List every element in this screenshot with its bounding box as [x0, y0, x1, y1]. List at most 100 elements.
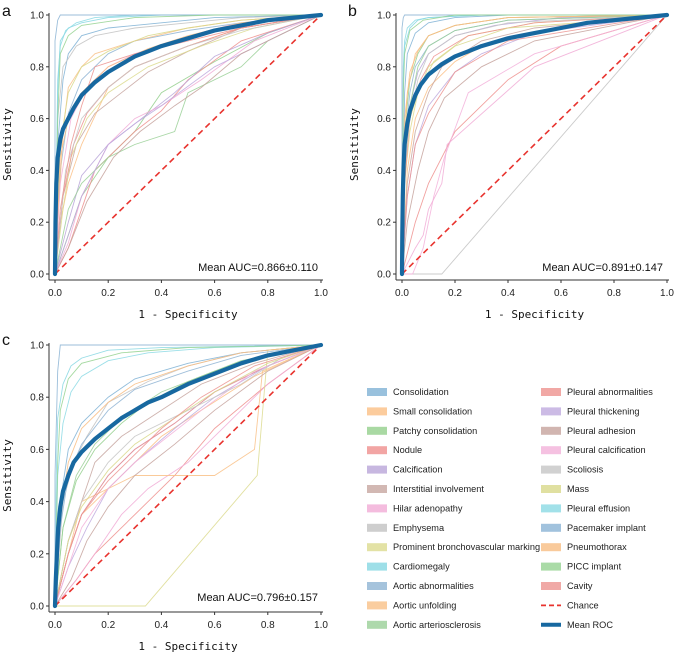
chart-b-xtick-label: 0.4 — [501, 288, 515, 299]
legend-swatch-nodule — [367, 446, 387, 455]
chart-a-ytick-label: 0.0 — [30, 270, 44, 281]
chart-a-xtick-label: 0.8 — [261, 288, 275, 299]
panel-b: b 0.0 0.2 0.4 0.6 0.8 1.0 0.0 0.2 0.4 0.6 0.8 1.0 1 -… — [348, 3, 674, 321]
legend-swatch-pleural-adhesion — [541, 426, 561, 435]
chart-b-xtick-label: 1.0 — [660, 288, 674, 299]
chart-b-curve-hilar-adenopathy — [401, 14, 668, 275]
legend-label-calcification: Calcification — [393, 465, 443, 475]
legend-swatch-interstitial-involvement — [367, 485, 387, 493]
chart-a-curve-emphysema — [54, 14, 322, 275]
chart-b-ytick-label: 0.6 — [377, 114, 391, 125]
chart-c-curve-scoliosis — [54, 344, 322, 607]
legend-label-scoliosis: Scoliosis — [567, 465, 604, 475]
chart-c-ytick-label: 1.0 — [30, 341, 44, 352]
chart-b-xtick-label: 0.2 — [448, 288, 462, 299]
chart-a-ytick-label: 0.4 — [30, 166, 44, 177]
chart-c-xtick-label: 0.8 — [261, 620, 275, 631]
chart-b-mean-roc — [399, 12, 670, 277]
legend-swatch-small-consolidation — [367, 407, 387, 416]
chart-b-xtick-label: 0.0 — [395, 288, 409, 299]
chart-a-curve-cavity — [54, 14, 322, 275]
chart-b-ytick-label: 0.8 — [377, 62, 391, 73]
legend-label-patchy-consolidation: Patchy consolidation — [393, 426, 477, 436]
legend-label-mean-roc: Mean ROC — [567, 620, 613, 630]
chart-c-ytick-label: 0.4 — [30, 497, 44, 508]
legend-swatch-cardiomegaly — [367, 562, 387, 571]
chart-c-curve-hilar-adenopathy — [54, 344, 322, 607]
chart-b-curve-pleural-calcification — [402, 14, 668, 275]
legend-swatch-aortic-arteriosclerosis — [367, 620, 387, 629]
chart-c-curve-pacemaker-implant — [54, 344, 321, 606]
chart-a-panel-letter: a — [2, 3, 11, 20]
chart-b-panel-letter: b — [348, 3, 357, 20]
chart-c-xtick-label: 0.0 — [48, 620, 62, 631]
chart-b-auc-annotation: Mean AUC=0.891±0.147 — [542, 262, 663, 274]
chart-c-ytick-label: 0.8 — [30, 393, 44, 404]
legend-label-consolidation: Consolidation — [393, 387, 449, 397]
legend-label-mass: Mass — [567, 484, 589, 494]
chart-b-ytick-label: 1.0 — [377, 11, 391, 22]
chart-b-ytick-label: 0.0 — [377, 270, 391, 281]
chart-b-chance-line — [401, 14, 668, 275]
chart-c-curve-cardiomegaly — [54, 344, 322, 607]
chart-a-curve-consolidation — [54, 14, 322, 275]
chart-c-mean-roc — [52, 342, 324, 609]
legend-swatch-pneumothorax — [541, 543, 561, 552]
legend-swatch-hilar-adenopathy — [367, 504, 387, 513]
chart-b-curve-pleural-adhesion — [401, 14, 668, 275]
chart-b-curve-picc-implant — [401, 14, 667, 275]
chart-c-curve-pleural-effusion — [54, 344, 322, 607]
chart-c-xlabel: 1 - Specificity — [138, 640, 238, 653]
chart-a-xlabel: 1 - Specificity — [138, 308, 238, 321]
chart-c-auc-annotation: Mean AUC=0.796±0.157 — [197, 592, 318, 604]
legend-label-aortic-unfolding: Aortic unfolding — [393, 600, 456, 610]
legend-label-pneumothorax: Pneumothorax — [567, 542, 627, 552]
chart-c-curve-cavity — [54, 344, 322, 607]
chart-a-curve-pacemaker-implant — [54, 14, 321, 274]
chart-a-xtick-label: 0.6 — [208, 288, 222, 299]
chart-a-curve-prominent-bronchovascular-marking — [54, 14, 322, 275]
chart-a-ytick-label: 1.0 — [30, 11, 44, 22]
legend-label-chance: Chance — [567, 600, 599, 610]
chart-a-curve-hilar-adenopathy — [54, 14, 322, 275]
chart-c-xtick-label: 0.4 — [154, 620, 168, 631]
chart-c-curve-aortic-unfolding — [54, 344, 322, 607]
legend-label-emphysema: Emphysema — [393, 523, 445, 533]
chart-b-xtick-label: 0.8 — [607, 288, 621, 299]
legend-label-aortic-arteriosclerosis: Aortic arteriosclerosis — [393, 620, 481, 630]
legend-label-pleural-abnormalities: Pleural abnormalities — [567, 387, 653, 397]
legend-label-pleural-calcification: Pleural calcification — [567, 445, 646, 455]
legend-swatch-picc-implant — [541, 562, 561, 571]
chart-a-curve-aortic-abnormalities — [54, 14, 322, 275]
chart-b-curve-interstitial-involvement — [401, 14, 668, 275]
chart-a-chance-line — [54, 14, 322, 275]
legend-swatch-pleural-abnormalities — [541, 388, 561, 396]
legend: Consolidation Small consolidation Patchy c… — [367, 387, 653, 630]
chart-c-xtick-label: 0.2 — [101, 620, 115, 631]
chart-b-curve-pneumothorax — [401, 14, 668, 275]
legend-swatch-aortic-unfolding — [367, 601, 387, 610]
legend-label-small-consolidation: Small consolidation — [393, 406, 472, 416]
chart-a-curve-nodule — [54, 14, 322, 275]
legend-label-picc-implant: PICC implant — [567, 562, 622, 572]
chart-c-xtick-label: 1.0 — [314, 620, 328, 631]
legend-label-pacemaker-implant: Pacemaker implant — [567, 523, 646, 533]
chart-b-xtick-label: 0.6 — [554, 288, 568, 299]
legend-label-pleural-thickening: Pleural thickening — [567, 406, 640, 416]
legend-label-interstitial-involvement: Interstitial involvement — [393, 484, 484, 494]
legend-swatch-pleural-calcification — [541, 446, 561, 455]
chart-c-curve-mass — [54, 344, 322, 607]
chart-a-curve-aortic-arteriosclerosis — [54, 14, 322, 275]
panel-c: c 0.0 0.2 0.4 0.6 0.8 1.0 0.0 0.2 0.4 0.6 0.8 1.0 1 -… — [1, 332, 328, 653]
chart-a-ytick-label: 0.2 — [30, 218, 44, 229]
legend-swatch-aortic-abnormalities — [367, 582, 387, 590]
chart-b-ylabel: Sensitivity — [348, 108, 361, 181]
legend-label-aortic-abnormalities: Aortic abnormalities — [393, 581, 474, 591]
chart-a-mean-roc — [52, 12, 324, 277]
chart-c-curve-picc-implant — [54, 344, 322, 607]
chart-a-ylabel: Sensitivity — [1, 108, 14, 181]
legend-label-cavity: Cavity — [567, 581, 593, 591]
chart-c-ytick-label: 0.6 — [30, 445, 44, 456]
chart-b-ytick-label: 0.2 — [377, 218, 391, 229]
chart-c-chance-line — [54, 344, 322, 607]
